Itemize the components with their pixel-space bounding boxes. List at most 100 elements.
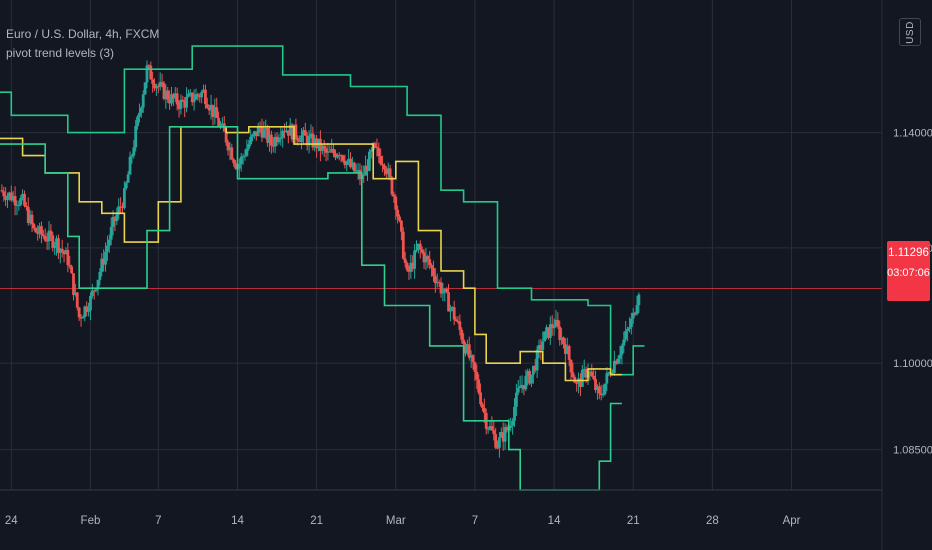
candle-body [596,386,599,391]
candle-body [283,130,286,132]
candle-body [411,262,415,269]
candle-body [409,262,413,272]
candle-body [513,406,516,421]
candle-body [565,346,569,354]
candle-body [501,432,505,442]
candle-body [281,130,285,138]
candle-body [160,82,164,84]
candle-body [492,430,496,435]
pivot-levels [0,45,645,491]
candle-body [328,151,332,153]
candle-body [477,379,481,393]
candle-body [34,228,38,233]
candle-body [528,371,531,384]
level-line [0,126,622,382]
candle-body [113,216,117,221]
candle-body [620,345,624,355]
candle-body [554,319,558,327]
candle-body [90,290,94,296]
candle-body [349,158,352,168]
candle-body [17,204,21,206]
price-tick-label: 1.14000 [893,128,932,140]
candle-body [394,196,398,210]
candle-body [245,148,249,156]
candle-body [439,282,443,294]
candle-body [445,288,449,293]
candle-body [320,145,324,151]
candle-body [8,192,11,196]
candle-body [498,437,501,448]
candle-body [196,94,200,96]
candle-body [558,326,562,341]
candle-body [624,330,628,340]
candle-body [85,306,89,312]
candle-body [454,319,458,322]
candle-body [405,262,409,270]
candle-body [121,206,124,209]
candle-body [550,324,554,329]
candle-body [584,368,588,378]
candle-body [503,427,507,442]
candle-body [403,258,407,263]
candle-body [119,206,123,208]
candle-body [548,324,552,338]
last-price-value: 1.11296 [888,247,929,259]
currency-button[interactable]: USD [899,18,921,46]
candle-body [612,360,616,373]
time-axis: 24 Feb 7 14 21 Mar 7 14 21 28 Apr [5,515,801,527]
candle-body [398,216,401,221]
candle-body [526,371,530,377]
candle-body [332,149,335,154]
candle-body [217,118,221,127]
candle-body [616,358,620,364]
time-tick-label: 14 [548,515,561,527]
candle-body [582,368,586,370]
candle-body [202,89,205,93]
candle-body [177,104,181,109]
candle-body [28,214,32,223]
candle-body [215,107,219,119]
time-tick-label: 28 [706,515,719,527]
candle-body [614,360,618,364]
candle-body [488,425,492,429]
candle-body [72,273,75,295]
candle-body [522,384,526,390]
candle-body [601,394,605,396]
candle-body [479,392,482,405]
candle-body [73,292,77,295]
candle-body [580,369,584,387]
candle-body [253,131,256,135]
candle-body [41,234,45,237]
candle-body [109,226,113,240]
indicator-label[interactable]: pivot trend levels (3) [6,46,115,60]
candle-body [567,346,571,360]
candle-body [288,124,292,136]
candle-body [188,92,192,95]
candle-body [126,174,130,183]
level-line [0,45,645,376]
candle-body [563,344,567,354]
candle-body [629,318,633,328]
candle-body [32,224,36,229]
candle-body [415,249,418,251]
candle-body [628,327,631,330]
candle-body [347,158,351,162]
symbol-title[interactable]: Euro / U.S. Dollar, 4h, FXCM [6,27,160,41]
time-tick-label: Mar [386,515,406,527]
candle-body [516,388,520,393]
candle-body [13,195,17,206]
candle-body [11,195,15,201]
candle-body [205,104,209,108]
candle-body [286,130,290,136]
candle-body [256,126,260,137]
candle-body [462,339,466,345]
candle-body [83,306,87,318]
candle-body [335,154,339,158]
candle-body [117,206,121,215]
candle-body [106,245,109,252]
candle-body [381,164,384,166]
candle-body [392,194,396,197]
candle-body [290,124,294,140]
time-tick-label: 14 [231,515,244,527]
